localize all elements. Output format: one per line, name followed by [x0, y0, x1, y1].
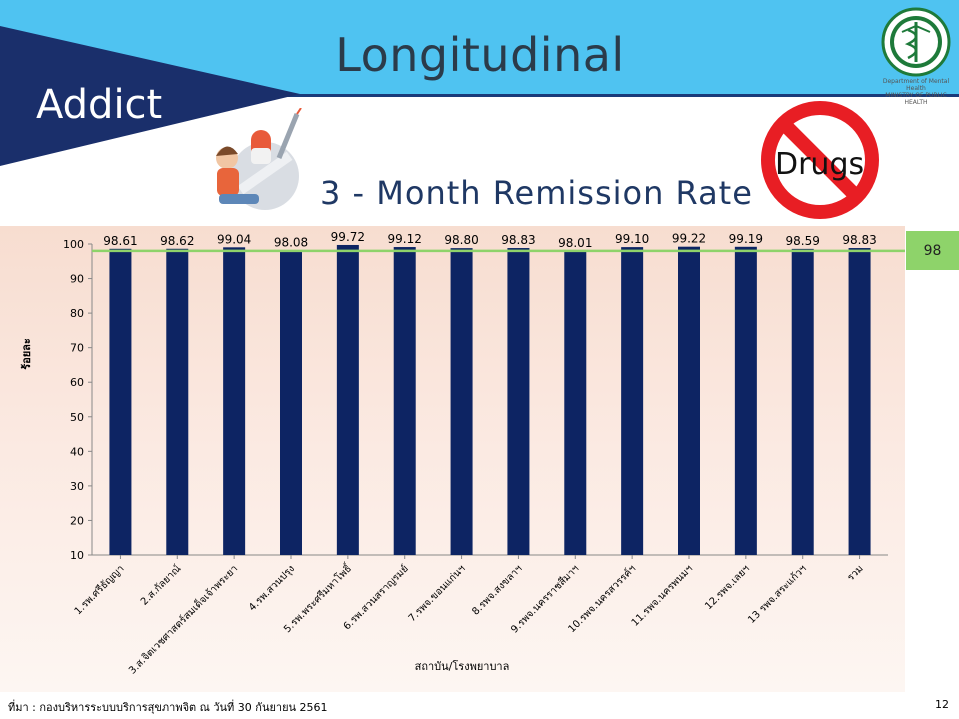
x-tick-label: 1.รพ.ศรีธัญญา [72, 563, 127, 618]
x-axis-label: สถาบัน/โรงพยาบาล [415, 659, 510, 673]
source-note: ที่มา : กองบริหารระบบบริการสุขภาพจิต ณ ว… [8, 701, 328, 714]
y-tick-label: 50 [70, 411, 84, 424]
bar [336, 244, 359, 555]
bar-value-label: 98.83 [842, 233, 876, 247]
logo-caption: Department of Mental Health MINISTRY OF … [882, 78, 950, 106]
section-band [0, 26, 300, 166]
y-tick-label: 30 [70, 480, 84, 493]
x-tick-label: รวม [845, 563, 865, 583]
bar-value-label: 98.61 [103, 234, 137, 248]
slide-title: Longitudinal [335, 28, 625, 82]
bar-value-label: 98.62 [160, 234, 194, 248]
y-tick-label: 10 [70, 549, 84, 562]
x-tick-label: 11.รพจ.นครพนมฯ [630, 563, 695, 628]
bar-value-label: 99.72 [331, 230, 365, 244]
bar-value-label: 99.10 [615, 232, 649, 246]
bar [166, 248, 189, 555]
page-number: 12 [935, 698, 949, 711]
bar-value-label: 98.01 [558, 236, 592, 250]
y-tick-label: 40 [70, 445, 84, 458]
y-tick-label: 20 [70, 514, 84, 527]
bar [280, 250, 302, 555]
bar-value-label: 99.12 [388, 232, 422, 246]
y-axis-label: ร้อยละ [20, 338, 33, 370]
bar-value-label: 99.19 [729, 232, 763, 246]
bar-value-label: 99.04 [217, 232, 251, 246]
y-tick-label: 90 [70, 273, 84, 286]
x-tick-label: 4.รพ.สวนปรุง [247, 563, 297, 613]
bar-value-label: 99.22 [672, 232, 706, 246]
bar [393, 247, 416, 555]
bar [621, 247, 644, 556]
y-tick-label: 60 [70, 376, 84, 389]
bar [848, 248, 871, 555]
bar-value-label: 98.83 [501, 233, 535, 247]
bar-chart: ร้อยละ สถาบัน/โรงพยาบาล 10 20 30 40 50 60 70 80… [20, 230, 905, 677]
section-label: Addict [36, 82, 163, 128]
y-tick-label: 80 [70, 307, 84, 320]
bar-value-label: 98.08 [274, 236, 308, 250]
x-tick-label: 12.รพจ.เลยฯ [703, 563, 752, 612]
drugs-label: Drugs [775, 147, 865, 182]
bar [507, 248, 530, 555]
chart-title: 3 - Month Remission Rate [320, 174, 753, 212]
x-tick-label: 2.ส.กัลยาณ์ [138, 563, 183, 608]
bar [678, 246, 700, 556]
no-drugs-icon [761, 101, 879, 219]
bar [791, 248, 814, 556]
y-tick-label: 100 [63, 238, 84, 251]
bar [734, 246, 757, 555]
reference-value-box: 98 [906, 231, 959, 270]
bar [109, 248, 132, 555]
bar [223, 247, 246, 556]
bar [450, 248, 473, 555]
x-tick-label: 8.รพจ.สงขลาฯ [470, 563, 524, 617]
header-divider [0, 94, 959, 97]
x-tick-label: 3.ส.จิตเวชศาสตร์สมเด็จเจ้าพระยา [125, 561, 240, 676]
y-tick-label: 70 [70, 342, 84, 355]
bar [564, 250, 587, 555]
bar-value-label: 98.59 [786, 234, 820, 248]
person-with-pill-illustration [216, 108, 302, 210]
ministry-logo [881, 7, 951, 77]
bar-value-label: 98.80 [444, 233, 478, 247]
x-tick-label: 7.รพจ.ขอนแก่นฯ [407, 563, 468, 624]
x-tick-label: 13 รพจ.สระแก้วฯ [746, 563, 809, 626]
